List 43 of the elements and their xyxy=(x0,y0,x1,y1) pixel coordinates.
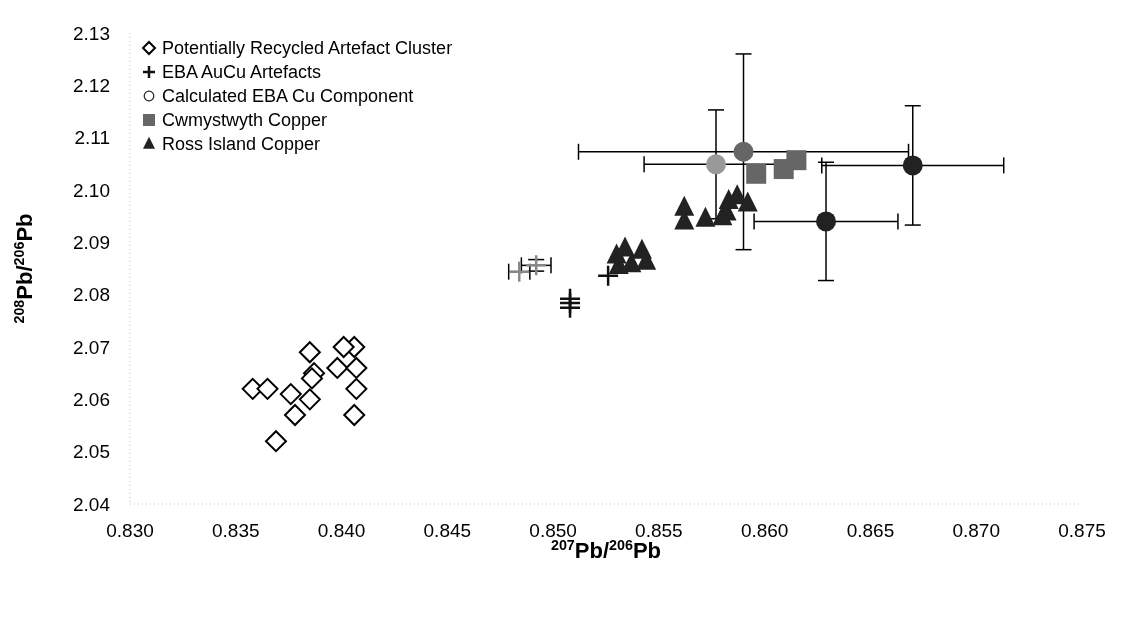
point xyxy=(695,206,716,227)
x-tick-label: 0.845 xyxy=(423,520,472,542)
y-tick-label: 2.08 xyxy=(73,284,110,306)
point xyxy=(298,341,321,364)
point xyxy=(786,150,807,171)
point xyxy=(256,377,279,400)
point xyxy=(298,388,321,411)
point xyxy=(326,356,349,379)
point xyxy=(816,211,837,232)
x-tick-label: 0.840 xyxy=(317,520,366,542)
y-tick-label: 2.04 xyxy=(73,493,111,515)
x-tick-label: 0.870 xyxy=(952,520,1000,542)
y-tick-label: 2.07 xyxy=(73,336,110,358)
legend-label: Potentially Recycled Artefact Cluster xyxy=(162,37,453,59)
point xyxy=(737,191,758,212)
y-tick-label: 2.13 xyxy=(73,22,110,44)
y-tick-label: 2.09 xyxy=(73,232,110,254)
x-tick-label: 0.875 xyxy=(1058,520,1106,542)
y-tick-label: 2.11 xyxy=(74,127,110,149)
point xyxy=(345,356,368,379)
y-tick-label: 2.05 xyxy=(73,441,110,463)
y-tick-label: 2.06 xyxy=(73,389,110,411)
legend-label: Calculated EBA Cu Component xyxy=(162,85,414,107)
legend-label: EBA AuCu Artefacts xyxy=(162,61,322,83)
point xyxy=(345,377,368,400)
x-tick-label: 0.865 xyxy=(846,520,895,542)
y-tick-label: 2.10 xyxy=(73,179,110,201)
point xyxy=(746,163,767,184)
point xyxy=(300,367,323,390)
x-tick-label: 0.860 xyxy=(740,520,789,542)
point xyxy=(343,404,366,427)
x-tick-label: 0.830 xyxy=(106,520,154,542)
point xyxy=(279,383,302,406)
legend-label: Ross Island Copper xyxy=(162,133,321,155)
point xyxy=(264,430,287,453)
x-tick-label: 0.835 xyxy=(212,520,260,542)
y-tick-label: 2.12 xyxy=(73,75,110,97)
point xyxy=(706,154,727,175)
point xyxy=(596,264,620,288)
point xyxy=(332,336,355,358)
point xyxy=(284,404,307,427)
point xyxy=(902,155,923,176)
legend-label: Cwmystwyth Copper xyxy=(162,109,328,131)
